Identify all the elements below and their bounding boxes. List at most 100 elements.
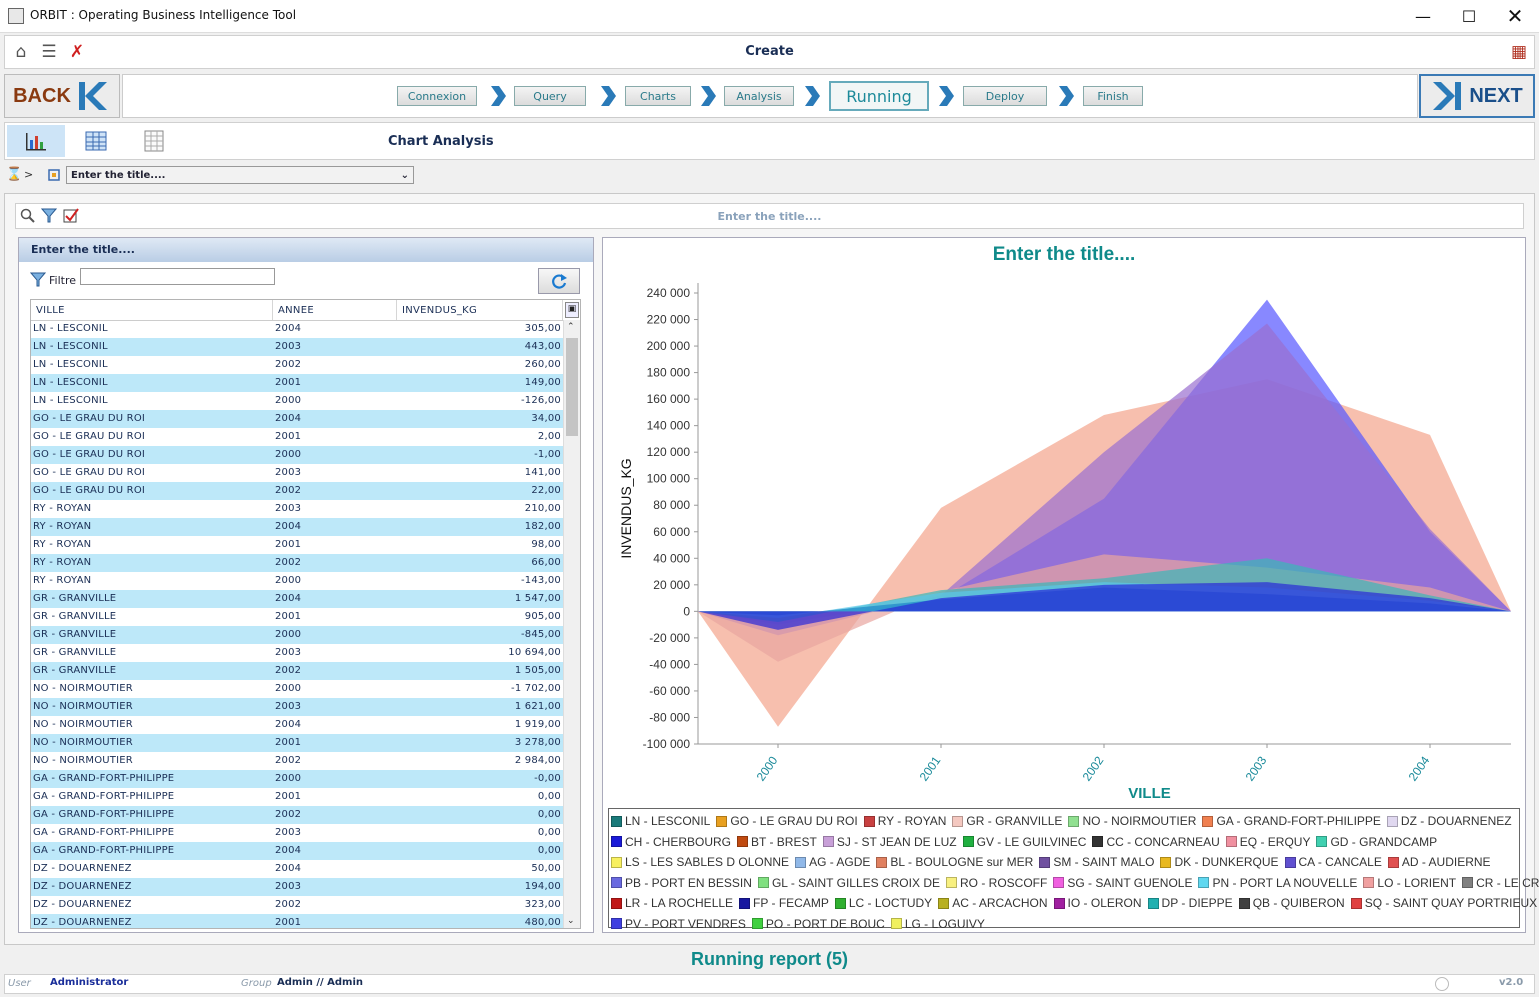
legend-item[interactable]: GD - GRANDCAMP <box>1316 835 1437 849</box>
table-row[interactable]: NO - NOIRMOUTIER 2002 2 984,00 <box>31 752 563 770</box>
legend-item[interactable]: PB - PORT EN BESSIN <box>611 876 752 890</box>
search-icon[interactable] <box>20 208 36 224</box>
legend-item[interactable]: FP - FECAMP <box>739 896 829 910</box>
legend-item[interactable]: LO - LORIENT <box>1363 876 1456 890</box>
table-row[interactable]: GO - LE GRAU DU ROI 2003 141,00 <box>31 464 563 482</box>
step-deploy[interactable]: Deploy <box>963 86 1047 106</box>
delete-icon[interactable]: ✗ <box>69 42 85 62</box>
scrollbar-thumb[interactable] <box>566 338 578 436</box>
legend-item[interactable]: PN - PORT LA NOUVELLE <box>1198 876 1357 890</box>
legend-item[interactable]: CC - CONCARNEAU <box>1092 835 1220 849</box>
filter-icon[interactable] <box>41 207 57 224</box>
table-row[interactable]: NO - NOIRMOUTIER 2003 1 621,00 <box>31 698 563 716</box>
close-window-button[interactable]: ✕ <box>1506 4 1524 28</box>
title-select[interactable]: Enter the title.... ⌄ <box>66 166 414 184</box>
table-row[interactable]: NO - NOIRMOUTIER 2001 3 278,00 <box>31 734 563 752</box>
step-finish[interactable]: Finish <box>1083 86 1143 106</box>
legend-item[interactable]: RO - ROSCOFF <box>945 876 1047 890</box>
table-row[interactable]: GR - GRANVILLE 2000 -845,00 <box>31 626 563 644</box>
table-row[interactable]: GA - GRAND-FORT-PHILIPPE 2003 0,00 <box>31 824 563 842</box>
step-charts[interactable]: Charts <box>625 86 691 106</box>
legend-item[interactable]: GV - LE GUILVINEC <box>962 835 1086 849</box>
back-button[interactable]: BACK <box>4 74 120 118</box>
legend-item[interactable]: LS - LES SABLES D OLONNE <box>611 855 789 869</box>
table-row[interactable]: GO - LE GRAU DU ROI 2002 22,00 <box>31 482 563 500</box>
legend-item[interactable]: GO - LE GRAU DU ROI <box>716 814 858 828</box>
table-row[interactable]: DZ - DOUARNENEZ 2003 194,00 <box>31 878 563 896</box>
checkbox-icon[interactable] <box>63 207 80 224</box>
refresh-button[interactable] <box>538 268 580 294</box>
column-header-annee[interactable]: ANNEE <box>273 300 397 320</box>
legend-item[interactable]: CH - CHERBOURG <box>611 835 731 849</box>
legend-item[interactable]: LN - LESCONIL <box>611 814 710 828</box>
table-row[interactable]: RY - ROYAN 2000 -143,00 <box>31 572 563 590</box>
search-bar[interactable]: Enter the title.... <box>15 203 1524 229</box>
legend-item[interactable]: DZ - DOUARNENEZ <box>1386 814 1512 828</box>
legend-item[interactable]: CA - CANCALE <box>1284 855 1382 869</box>
legend-item[interactable]: SM - SAINT MALO <box>1039 855 1154 869</box>
legend-item[interactable]: PO - PORT DE BOUC <box>751 917 885 931</box>
table-row[interactable]: LN - LESCONIL 2002 260,00 <box>31 356 563 374</box>
legend-item[interactable]: SQ - SAINT QUAY PORTRIEUX <box>1350 896 1537 910</box>
column-chooser-icon[interactable]: ▣ <box>565 302 579 318</box>
step-running[interactable]: Running <box>829 81 929 111</box>
vertical-scrollbar[interactable]: ⌃ ⌄ <box>563 320 580 928</box>
column-header-ville[interactable]: VILLE <box>31 300 273 320</box>
table-row[interactable]: GO - LE GRAU DU ROI 2001 2,00 <box>31 428 563 446</box>
home-icon[interactable]: ⌂ <box>15 42 27 62</box>
legend-item[interactable]: GL - SAINT GILLES CROIX DE <box>757 876 940 890</box>
table-row[interactable]: GA - GRAND-FORT-PHILIPPE 2000 -0,00 <box>31 770 563 788</box>
legend-item[interactable]: LG - LOGUIVY <box>890 917 985 931</box>
legend-item[interactable]: NO - NOIRMOUTIER <box>1068 814 1196 828</box>
legend-item[interactable]: GA - GRAND-FORT-PHILIPPE <box>1202 814 1381 828</box>
sheet-view-button[interactable] <box>125 125 183 157</box>
legend-item[interactable]: AD - AUDIERNE <box>1387 855 1491 869</box>
table-row[interactable]: GA - GRAND-FORT-PHILIPPE 2001 0,00 <box>31 788 563 806</box>
table-row[interactable]: RY - ROYAN 2004 182,00 <box>31 518 563 536</box>
legend-item[interactable]: LC - LOCTUDY <box>834 896 932 910</box>
table-view-button[interactable] <box>67 125 125 157</box>
legend-item[interactable]: DK - DUNKERQUE <box>1160 855 1279 869</box>
step-analysis[interactable]: Analysis <box>724 86 794 106</box>
menu-icon[interactable]: ☰ <box>41 42 57 62</box>
next-button[interactable]: NEXT <box>1419 74 1535 118</box>
filter-input[interactable] <box>80 268 275 285</box>
chart-view-button[interactable] <box>7 125 65 157</box>
table-row[interactable]: GR - GRANVILLE 2001 905,00 <box>31 608 563 626</box>
legend-item[interactable]: RY - ROYAN <box>863 814 946 828</box>
table-row[interactable]: DZ - DOUARNENEZ 2002 323,00 <box>31 896 563 914</box>
table-row[interactable]: GA - GRAND-FORT-PHILIPPE 2004 0,00 <box>31 842 563 860</box>
legend-item[interactable]: BT - BREST <box>737 835 817 849</box>
column-header-invendus[interactable]: INVENDUS_KG <box>397 300 563 320</box>
maximize-button[interactable]: ☐ <box>1461 6 1477 26</box>
table-row[interactable]: RY - ROYAN 2003 210,00 <box>31 500 563 518</box>
table-row[interactable]: DZ - DOUARNENEZ 2001 480,00 <box>31 914 563 928</box>
legend-item[interactable]: AC - ARCACHON <box>938 896 1048 910</box>
table-row[interactable]: NO - NOIRMOUTIER 2000 -1 702,00 <box>31 680 563 698</box>
legend-item[interactable]: DP - DIEPPE <box>1147 896 1233 910</box>
table-row[interactable]: GO - LE GRAU DU ROI 2004 34,00 <box>31 410 563 428</box>
legend-item[interactable]: SG - SAINT GUENOLE <box>1053 876 1192 890</box>
table-row[interactable]: RY - ROYAN 2001 98,00 <box>31 536 563 554</box>
chevron-down-icon[interactable]: ⌄ <box>567 916 575 926</box>
table-row[interactable]: GR - GRANVILLE 2002 1 505,00 <box>31 662 563 680</box>
table-row[interactable]: LN - LESCONIL 2003 443,00 <box>31 338 563 356</box>
chevron-up-icon[interactable]: ⌃ <box>567 322 575 332</box>
legend-item[interactable]: SJ - ST JEAN DE LUZ <box>822 835 957 849</box>
table-row[interactable]: LN - LESCONIL 2004 305,00 <box>31 320 563 338</box>
table-row[interactable]: NO - NOIRMOUTIER 2004 1 919,00 <box>31 716 563 734</box>
table-row[interactable]: GA - GRAND-FORT-PHILIPPE 2002 0,00 <box>31 806 563 824</box>
legend-item[interactable]: PV - PORT VENDRES <box>611 917 746 931</box>
table-row[interactable]: LN - LESCONIL 2000 -126,00 <box>31 392 563 410</box>
step-connexion[interactable]: Connexion <box>397 86 477 106</box>
exit-icon[interactable]: ▦ <box>1510 42 1528 62</box>
legend-item[interactable]: QB - QUIBERON <box>1238 896 1345 910</box>
table-row[interactable]: GR - GRANVILLE 2003 10 694,00 <box>31 644 563 662</box>
legend-item[interactable]: CR - LE CROISIC <box>1462 876 1539 890</box>
legend-item[interactable]: EQ - ERQUY <box>1225 835 1310 849</box>
table-row[interactable]: GR - GRANVILLE 2004 1 547,00 <box>31 590 563 608</box>
minimize-button[interactable]: — <box>1415 6 1431 26</box>
table-row[interactable]: DZ - DOUARNENEZ 2004 50,00 <box>31 860 563 878</box>
legend-item[interactable]: BL - BOULOGNE sur MER <box>876 855 1033 869</box>
legend-item[interactable]: AG - AGDE <box>795 855 870 869</box>
